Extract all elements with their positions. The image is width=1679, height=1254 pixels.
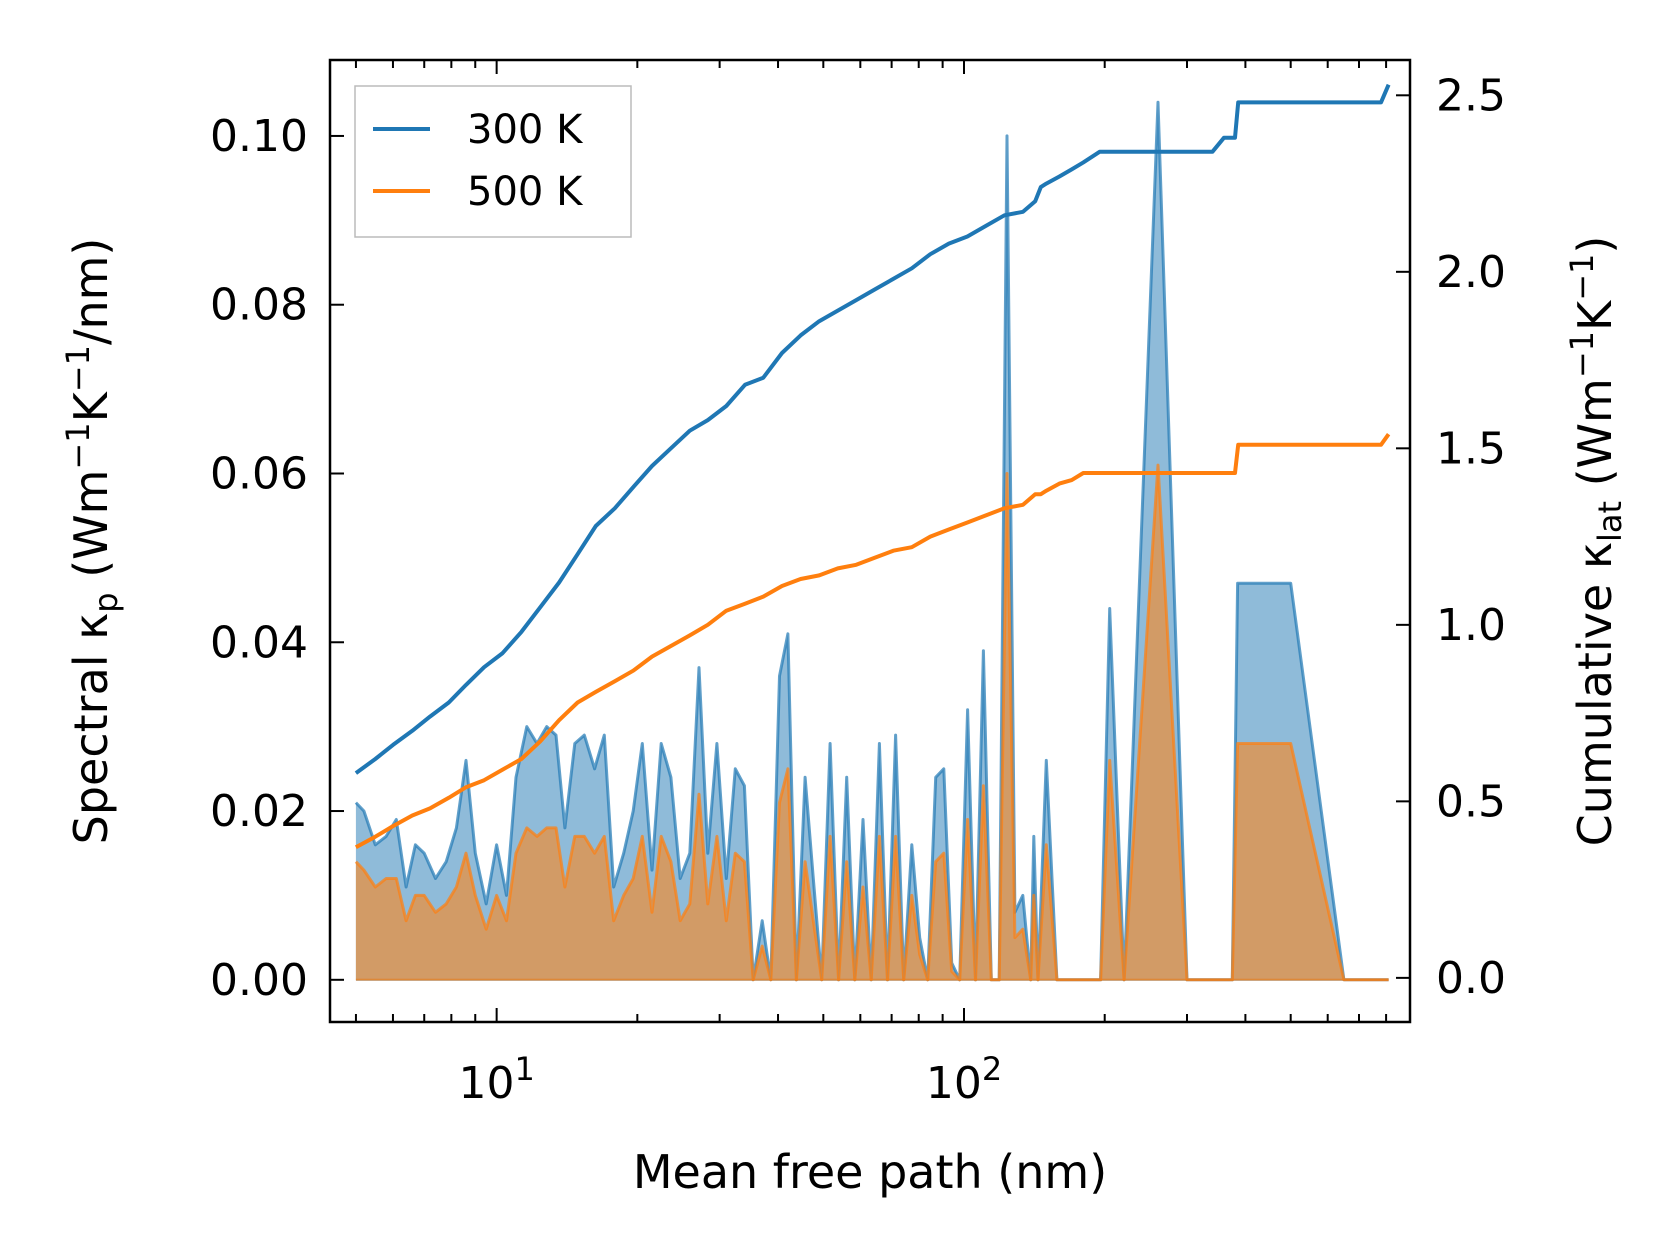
right-title-main: Cumulative κ xyxy=(1568,542,1622,846)
left-title-unit-close: /nm) xyxy=(64,238,118,345)
y-right-tick-label: 1.0 xyxy=(1436,600,1506,651)
left-axis-title: Spectral κp (Wm−1K−1/nm) xyxy=(59,238,125,845)
y-left-tick-label: 0.00 xyxy=(210,955,308,1006)
legend: 300 K 500 K xyxy=(354,85,632,238)
cumulative-line-500k xyxy=(354,433,1391,850)
y-right-tick-label: 0.0 xyxy=(1436,953,1506,1004)
right-title-sup2: −1 xyxy=(1563,254,1601,301)
y-right-tick-label: 1.5 xyxy=(1436,423,1506,474)
left-title-sup1: −1 xyxy=(59,422,97,469)
cumulative-line-300k xyxy=(354,83,1391,775)
right-title-unit-open: (Wm xyxy=(1568,378,1622,501)
y-left-tick-label: 0.10 xyxy=(210,111,308,162)
y-left-tick-label: 0.04 xyxy=(210,617,308,668)
left-title-mid: K xyxy=(64,390,118,422)
left-title-sup2: −1 xyxy=(59,345,97,392)
spectral-fills xyxy=(354,100,1389,982)
right-axis-title: Cumulative κlat (Wm−1K−1) xyxy=(1563,236,1629,847)
x-tick-base: 10 xyxy=(458,1058,514,1109)
x-tick-exponent: 2 xyxy=(982,1050,1002,1088)
cumulative-lines xyxy=(354,83,1391,850)
x-tick-exponent: 1 xyxy=(514,1050,534,1088)
axis-tick-labels: 0.00 0.02 0.04 0.06 0.08 0.10 0.0 0.5 1.0 1.5 2.0 2… xyxy=(210,70,1506,1109)
y-right-tick-label: 2.5 xyxy=(1436,70,1506,121)
y-left-tick-label: 0.06 xyxy=(210,448,308,499)
left-title-main: Spectral κ xyxy=(64,613,118,845)
y-right-tick-label: 2.0 xyxy=(1436,247,1506,298)
x-tick-label: 101 xyxy=(458,1050,534,1109)
left-title-unit-open: (Wm xyxy=(64,470,118,593)
plot-frame xyxy=(328,58,1412,1024)
x-axis-title: Mean free path (nm) xyxy=(633,1145,1107,1199)
legend-label-300k: 300 K xyxy=(467,107,584,153)
axis-ticks xyxy=(330,60,1411,1022)
y-left-tick-label: 0.08 xyxy=(210,280,308,331)
spectral-area-500k xyxy=(355,465,1389,980)
left-title-sub: p xyxy=(87,592,125,612)
legend-box xyxy=(354,85,632,238)
x-tick-label: 102 xyxy=(926,1050,1002,1109)
right-title-mid: K xyxy=(1568,299,1622,331)
right-title-unit-close: ) xyxy=(1568,236,1622,254)
y-right-tick-label: 0.5 xyxy=(1436,776,1506,827)
right-title-sub: lat xyxy=(1591,501,1629,542)
y-left-tick-label: 0.02 xyxy=(210,786,308,837)
right-title-sup1: −1 xyxy=(1563,331,1601,378)
x-tick-base: 10 xyxy=(926,1058,982,1109)
legend-label-500k: 500 K xyxy=(467,169,584,215)
